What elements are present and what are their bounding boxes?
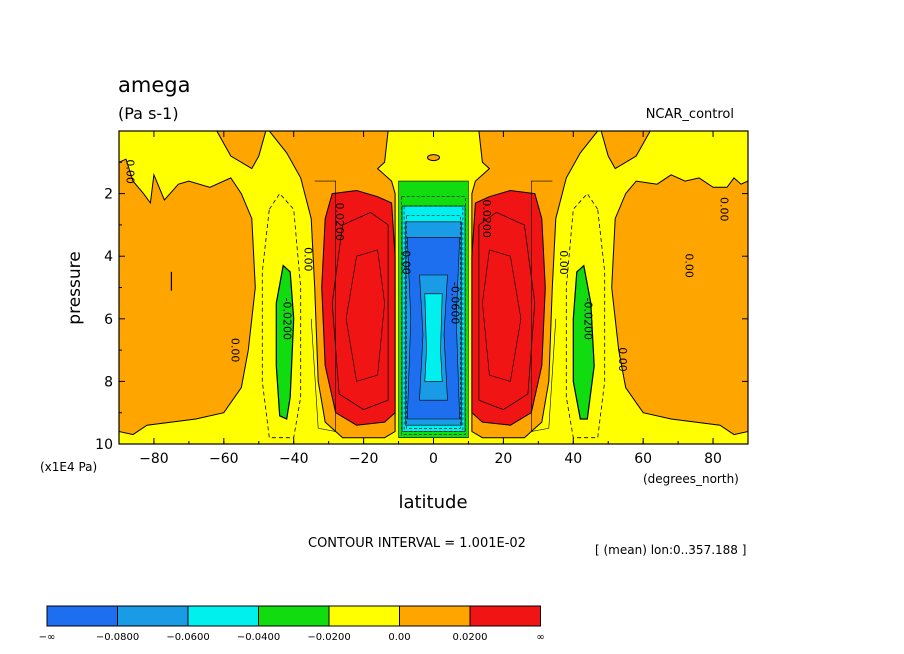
contour-lines bbox=[170, 180, 606, 439]
contour-fills bbox=[119, 131, 748, 444]
colorbar-label: ∞ bbox=[536, 632, 544, 643]
contour-band-neg004-neg002 bbox=[275, 264, 295, 420]
contour-band-0-002 bbox=[611, 174, 748, 436]
colorbar-label: −0.0400 bbox=[237, 632, 280, 643]
variable-title: amega bbox=[118, 73, 190, 97]
contour-interval-text: CONTOUR INTERVAL = 1.001E-02 bbox=[308, 536, 526, 551]
colorbar-label: −∞ bbox=[39, 632, 56, 643]
contour-label: 0.00 bbox=[683, 253, 696, 278]
y-tick-label: 2 bbox=[104, 187, 113, 203]
contour-band-0-002 bbox=[119, 158, 256, 436]
colorbar-label: −0.0800 bbox=[96, 632, 139, 643]
contour-label: 0.00 bbox=[400, 250, 413, 275]
x-tick-label: −60 bbox=[209, 451, 239, 467]
averaging-text: [ (mean) lon:0..357.188 ] bbox=[595, 543, 746, 557]
colorbar-swatch bbox=[399, 605, 471, 627]
contour-label: 0.00 bbox=[616, 347, 629, 372]
dataset-label: NCAR_control bbox=[646, 107, 734, 122]
x-axis-title: latitude bbox=[398, 492, 467, 513]
y-tick-label: 8 bbox=[104, 374, 113, 390]
x-tick-label: −20 bbox=[349, 451, 379, 467]
colorbar-swatch bbox=[258, 605, 330, 627]
axes: −80 −60 −40 −20 0 20 40 60 80 2 4 6 8 10 bbox=[95, 130, 749, 467]
colorbar-swatch bbox=[46, 605, 118, 627]
contour-band-neg004-neg002 bbox=[572, 264, 595, 420]
colorbar-swatch bbox=[117, 605, 189, 627]
contour-label: 0.00 bbox=[557, 250, 570, 275]
y-tick-label: 10 bbox=[95, 437, 113, 453]
colorbar-label: −0.0600 bbox=[166, 632, 209, 643]
colorbar-label: 0.0200 bbox=[453, 632, 488, 643]
contour-label: -0.0200 bbox=[281, 298, 294, 340]
contour-line bbox=[478, 211, 536, 410]
contour-band-above-002 bbox=[471, 189, 546, 426]
y-tick-label: 4 bbox=[104, 249, 113, 265]
y-tick-label: 6 bbox=[104, 312, 113, 328]
dashed-contour-line bbox=[261, 192, 302, 439]
contour-line bbox=[482, 249, 522, 382]
colorbar: −∞ −0.0800 −0.0600 −0.0400 −0.0200 0.00 0.0200… bbox=[39, 605, 545, 643]
contour-label: 0.00 bbox=[228, 338, 241, 363]
dashed-contour-line bbox=[406, 215, 461, 429]
contour-band-equatorial bbox=[424, 293, 443, 382]
colorbar-swatch bbox=[469, 605, 541, 627]
contour-line bbox=[345, 249, 385, 382]
y-axis-title: pressure bbox=[65, 251, 85, 324]
contour-band-above-002 bbox=[321, 189, 396, 426]
y-axis-units: (x1E4 Pa) bbox=[40, 460, 97, 474]
colorbar-swatch bbox=[328, 605, 400, 627]
x-tick-label: 0 bbox=[429, 451, 438, 467]
units-label: (Pa s-1) bbox=[118, 104, 179, 123]
x-axis-units: (degrees_north) bbox=[643, 472, 739, 486]
contour-band-0-002 bbox=[427, 154, 440, 162]
contour-line bbox=[331, 211, 389, 410]
colorbar-label: −0.0200 bbox=[307, 632, 350, 643]
contour-label: 0.0200 bbox=[480, 199, 493, 238]
contour-label: 0.00 bbox=[123, 159, 136, 184]
contour-band-0-002 bbox=[216, 131, 267, 170]
x-tick-label: −80 bbox=[139, 451, 169, 467]
contour-label: 0.0200 bbox=[333, 203, 346, 242]
dashed-contour-line bbox=[565, 192, 606, 439]
x-tick-label: 80 bbox=[704, 451, 722, 467]
x-tick-label: 20 bbox=[494, 451, 512, 467]
colorbar-label: 0.00 bbox=[388, 632, 410, 643]
x-tick-label: 40 bbox=[564, 451, 582, 467]
x-tick-label: 60 bbox=[634, 451, 652, 467]
contour-line bbox=[530, 180, 557, 432]
contour-labels: 0.00 0.00 -0.0200 0.00 0.0200 0.00 -0.0600 0.02… bbox=[123, 159, 730, 371]
contour-band-0-002 bbox=[600, 131, 651, 170]
contour-label: 0.00 bbox=[302, 247, 315, 272]
x-tick-label: −40 bbox=[279, 451, 309, 467]
colorbar-swatch bbox=[187, 605, 259, 627]
dashed-contour-line bbox=[401, 196, 466, 435]
contour-label: -0.0200 bbox=[581, 298, 594, 340]
contour-line bbox=[310, 180, 337, 432]
contour-label: -0.0600 bbox=[448, 282, 461, 324]
contour-label: 0.00 bbox=[718, 197, 731, 222]
